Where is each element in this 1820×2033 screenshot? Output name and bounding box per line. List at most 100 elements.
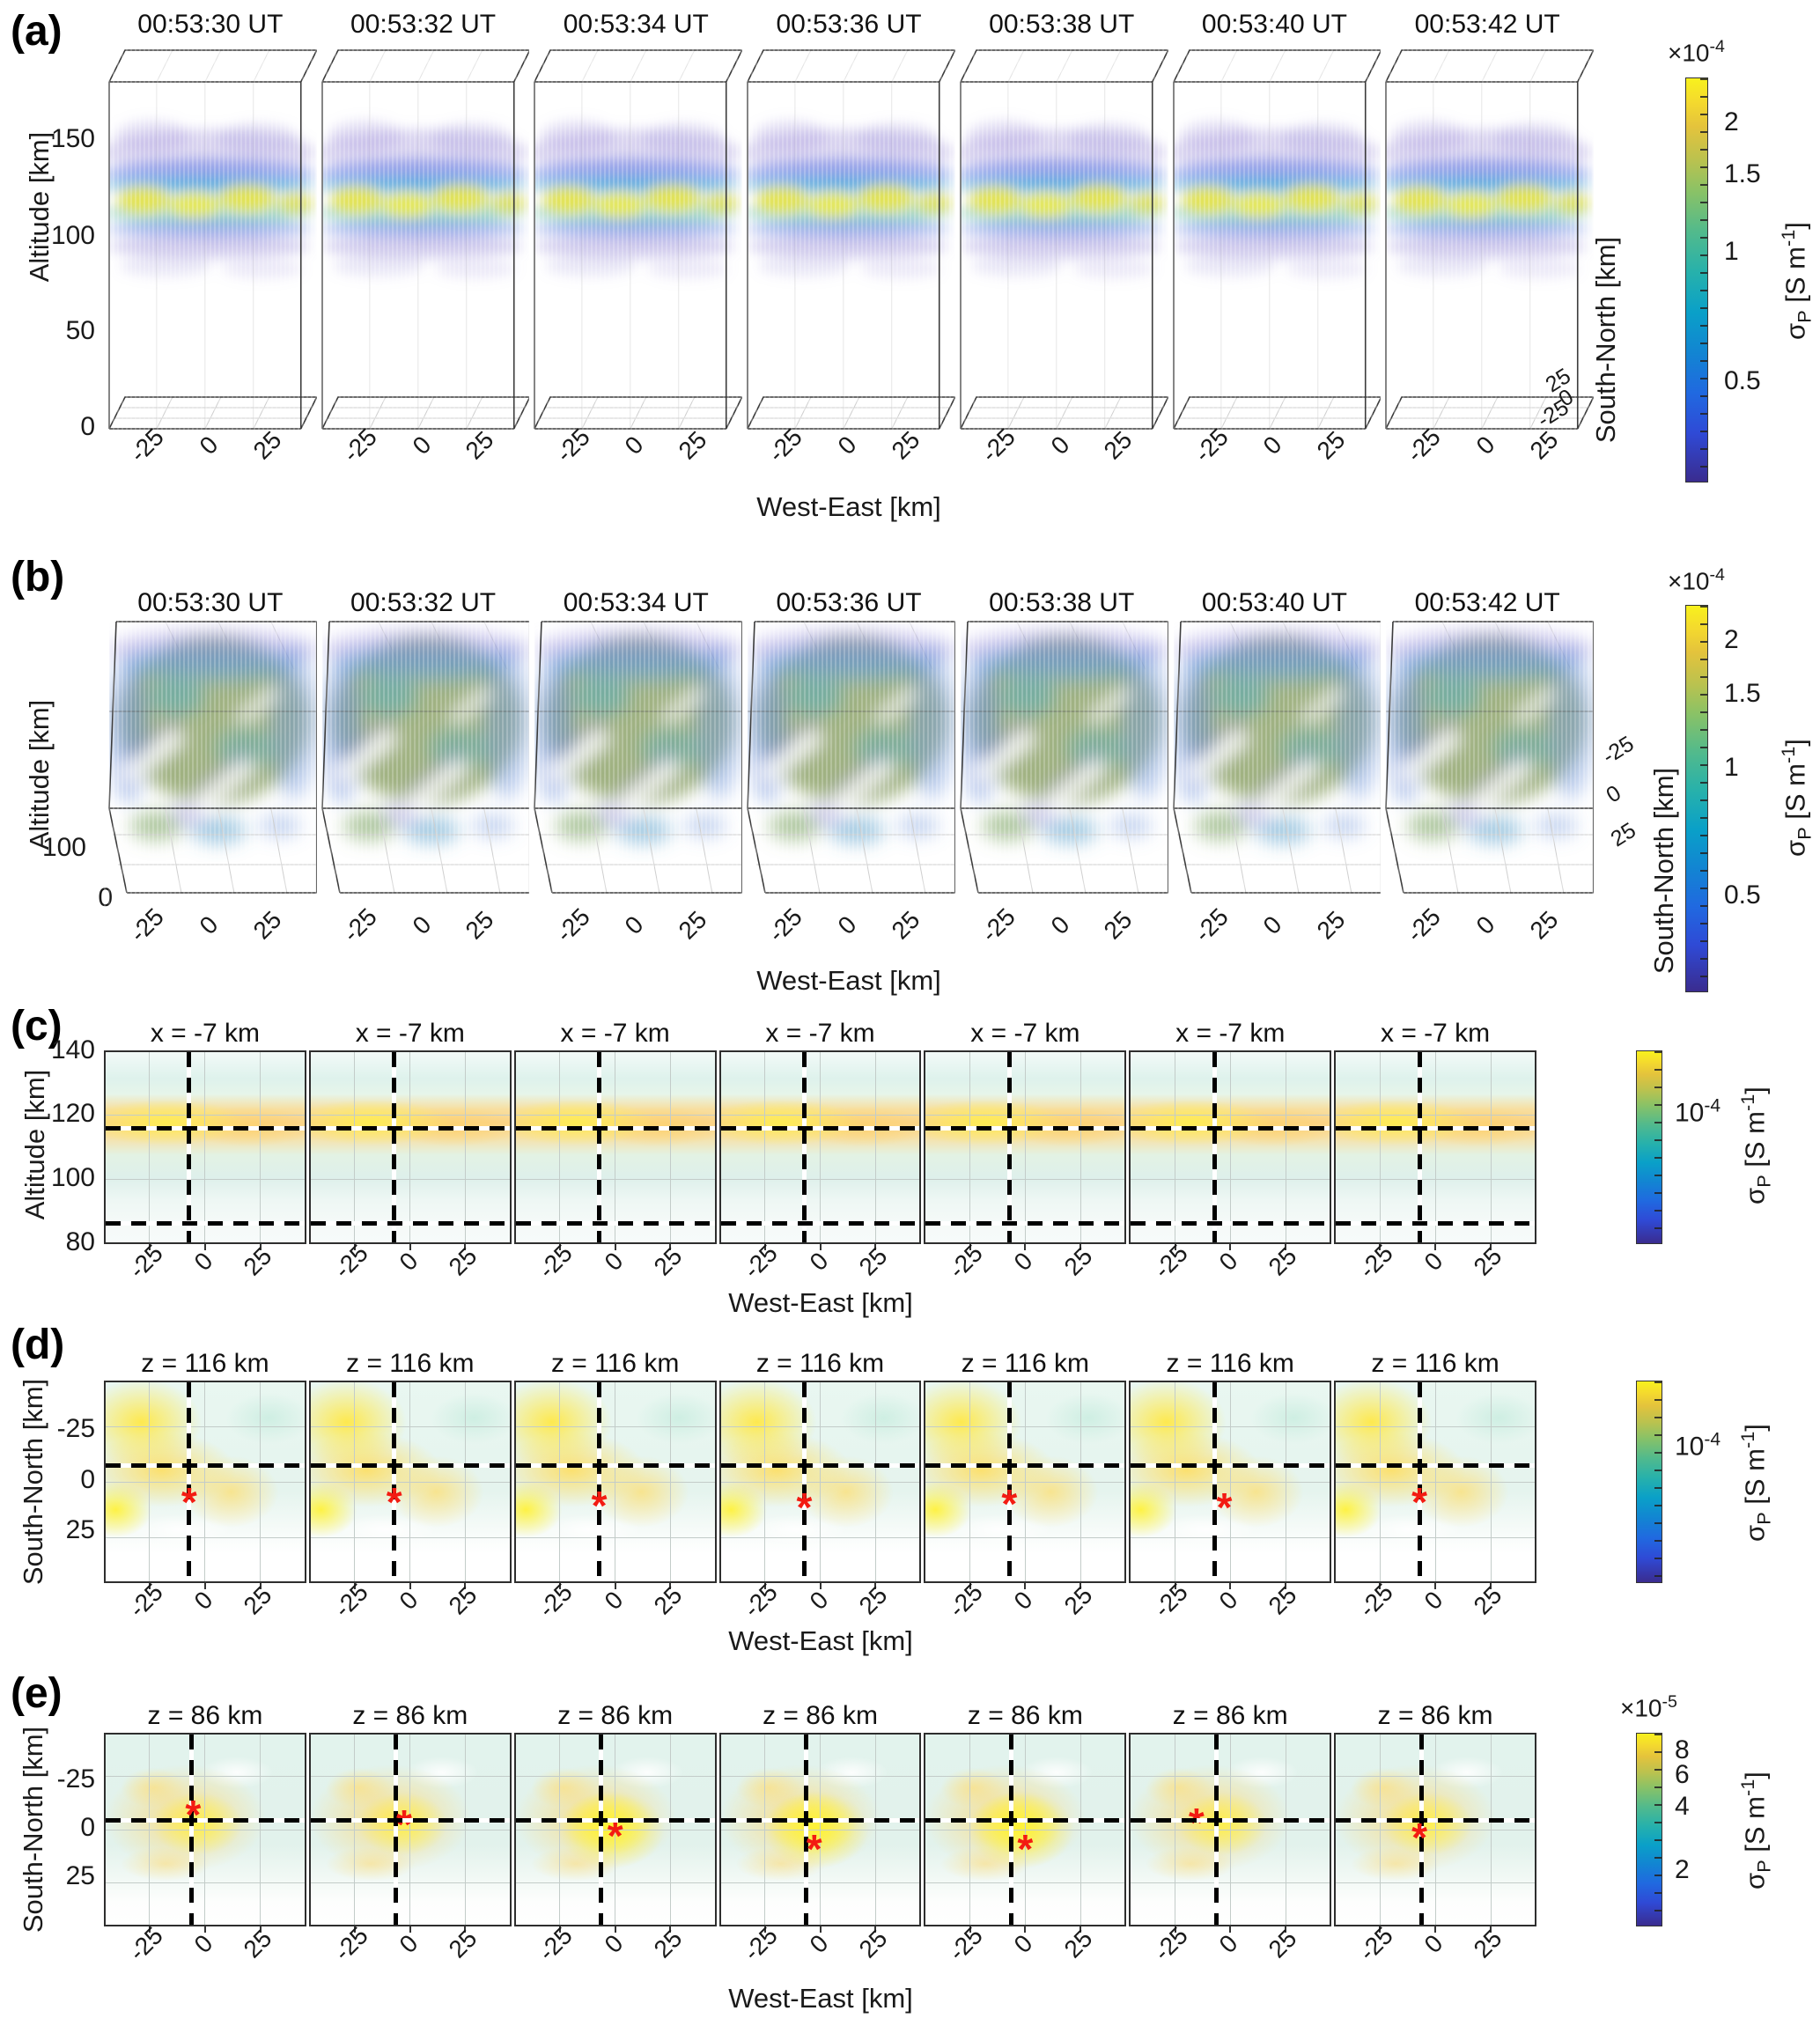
panel-a-ytick: 0 xyxy=(80,412,95,441)
conductivity-heatmap xyxy=(1131,1382,1330,1581)
subplot-title: 00:53:42 UT xyxy=(1414,10,1560,39)
dashed-reference-vline xyxy=(597,1382,602,1581)
subplot-title: 00:53:36 UT xyxy=(776,10,922,39)
subplot-title: x = -7 km xyxy=(1380,1019,1491,1048)
tracked-point-asterisk: * xyxy=(386,1478,402,1525)
subplot-title: z = 116 km xyxy=(961,1349,1090,1378)
panel-d-ytick: 0 xyxy=(80,1465,95,1494)
panel-e-ytick: -25 xyxy=(56,1764,95,1794)
subplot-3d-volume: 00:53:40 UT -25 0 25 xyxy=(1168,588,1382,947)
panel-e-ytick: 0 xyxy=(80,1813,95,1842)
colorbar-a-unit: σP [S m-1] xyxy=(1777,222,1816,340)
volume-rendering xyxy=(954,616,1168,911)
dashed-reference-vline xyxy=(1213,1735,1219,1925)
panel-a-ytick: 150 xyxy=(50,124,95,153)
dashed-reference-hline xyxy=(106,1220,305,1226)
conductivity-heatmap xyxy=(106,1382,305,1581)
panel-b-zlabel: South-North [km] xyxy=(1648,767,1679,975)
subplot-3d-volume: 00:53:42 UT -25 0 25 xyxy=(1381,10,1594,468)
subplot-slice: z = 116 km * -25 0 25 xyxy=(718,1349,922,1623)
panel-d-label: (d) xyxy=(11,1322,65,1368)
x-tick-marks xyxy=(720,1581,920,1589)
dashed-reference-hline xyxy=(925,1220,1125,1226)
subplot-slice: x = -7 km -25 0 25 xyxy=(1129,1019,1332,1284)
x-tick-marks xyxy=(1131,1581,1330,1589)
x-tick-marks xyxy=(310,1581,510,1589)
conductivity-heatmap xyxy=(310,1382,510,1581)
colorbar-tick: 2 xyxy=(1675,1855,1690,1885)
tracked-point-asterisk: * xyxy=(1188,1799,1205,1845)
conductivity-heatmap xyxy=(1131,1735,1330,1925)
x-tick-labels: -25 0 25 xyxy=(738,1921,893,1966)
dashed-reference-hline xyxy=(1131,1220,1330,1226)
colorbar-minor-ticks xyxy=(1654,1381,1662,1582)
colorbar-c xyxy=(1636,1050,1662,1244)
panel-a-ytick: 100 xyxy=(50,221,95,250)
dashed-reference-hline xyxy=(106,1125,305,1131)
colorbar-a-exponent: ×10-4 xyxy=(1668,37,1725,67)
tracked-point-asterisk: * xyxy=(396,1801,412,1848)
x-tick-labels: -25 0 25 xyxy=(328,1578,483,1623)
subplot-3d-volume: 00:53:36 UT -25 0 25 xyxy=(742,588,955,947)
dashed-reference-vline xyxy=(1212,1382,1217,1581)
subplot-title: z = 86 km xyxy=(763,1701,878,1730)
tracked-point-asterisk: * xyxy=(1017,1826,1034,1873)
colorbar-tick: 1 xyxy=(1724,236,1739,266)
colorbar-tick: 2 xyxy=(1724,624,1739,654)
dashed-reference-hline xyxy=(106,1463,305,1469)
x-tick-labels: -25 0 25 xyxy=(1353,1921,1507,1966)
dashed-reference-vline xyxy=(1009,1735,1014,1925)
panel-e-subplots: z = 86 km * -25 0 25 z = 86 km xyxy=(104,1701,1537,1966)
x-tick-marks xyxy=(106,1581,305,1589)
x-tick-marks xyxy=(1336,1581,1536,1589)
colorbar-tick: 6 xyxy=(1675,1760,1690,1790)
colorbar-d xyxy=(1636,1381,1662,1583)
subplot-title: 00:53:30 UT xyxy=(137,10,284,39)
panel-d-subplots: z = 116 km * -25 0 25 z = 116 km xyxy=(104,1349,1537,1623)
dashed-reference-hline xyxy=(515,1817,715,1823)
subplot-title: x = -7 km xyxy=(970,1019,1080,1048)
dashed-reference-vline xyxy=(1006,1382,1012,1581)
tracked-point-asterisk: * xyxy=(1001,1481,1018,1528)
panel-c-xlabel: West-East [km] xyxy=(728,1287,913,1318)
dashed-reference-hline xyxy=(1336,1463,1536,1469)
dashed-reference-vline xyxy=(187,1052,192,1242)
tracked-point-asterisk: * xyxy=(185,1792,202,1838)
subplot-slice: z = 116 km * -25 0 25 xyxy=(104,1349,306,1623)
colorbar-e-exponent: ×10-5 xyxy=(1620,1692,1677,1722)
subplot-title: z = 116 km xyxy=(141,1349,269,1378)
subplot-3d-volume: 00:53:34 UT -25 0 25 xyxy=(529,10,742,468)
dashed-reference-hline xyxy=(310,1125,510,1131)
colorbar-d-unit: σP [S m-1] xyxy=(1736,1424,1775,1542)
volume-rendering xyxy=(954,48,1168,440)
subplot-title: 00:53:32 UT xyxy=(350,588,497,617)
x-tick-marks xyxy=(720,1242,920,1250)
dashed-reference-vline xyxy=(804,1735,809,1925)
subplot-title: 00:53:30 UT xyxy=(137,588,284,617)
subplot-title: z = 116 km xyxy=(346,1349,475,1378)
colorbar-tick: 0.5 xyxy=(1724,880,1761,910)
subplot-slice: x = -7 km -25 0 25 xyxy=(104,1019,306,1284)
panel-c-ytick: 80 xyxy=(65,1227,95,1256)
conductivity-heatmap xyxy=(106,1735,305,1925)
panel-c-label: (c) xyxy=(11,1003,63,1050)
panel-c-ytick: 120 xyxy=(50,1099,95,1128)
volume-rendering xyxy=(316,616,530,911)
panel-c-subplots: x = -7 km -25 0 25 x = -7 km xyxy=(104,1019,1537,1284)
x-tick-marks xyxy=(106,1925,305,1933)
panel-a-zlabel: South-North [km] xyxy=(1590,236,1621,444)
tracked-point-asterisk: * xyxy=(1216,1484,1233,1531)
panel-e-ytick: 25 xyxy=(65,1861,95,1890)
dashed-reference-hline xyxy=(925,1463,1125,1469)
conductivity-heatmap xyxy=(1336,1735,1536,1925)
dashed-reference-hline xyxy=(1336,1220,1536,1226)
colorbar-e-unit: σP [S m-1] xyxy=(1736,1772,1775,1889)
x-tick-marks xyxy=(925,1242,1125,1250)
x-tick-labels: -25 0 25 xyxy=(1353,1239,1507,1284)
x-tick-labels: -25 0 25 xyxy=(1189,902,1351,947)
x-tick-labels: -25 0 25 xyxy=(943,1921,1098,1966)
subplot-slice: z = 116 km * -25 0 25 xyxy=(308,1349,512,1623)
panel-b-ztick: -25 xyxy=(1598,731,1639,770)
volume-rendering xyxy=(1168,616,1382,911)
